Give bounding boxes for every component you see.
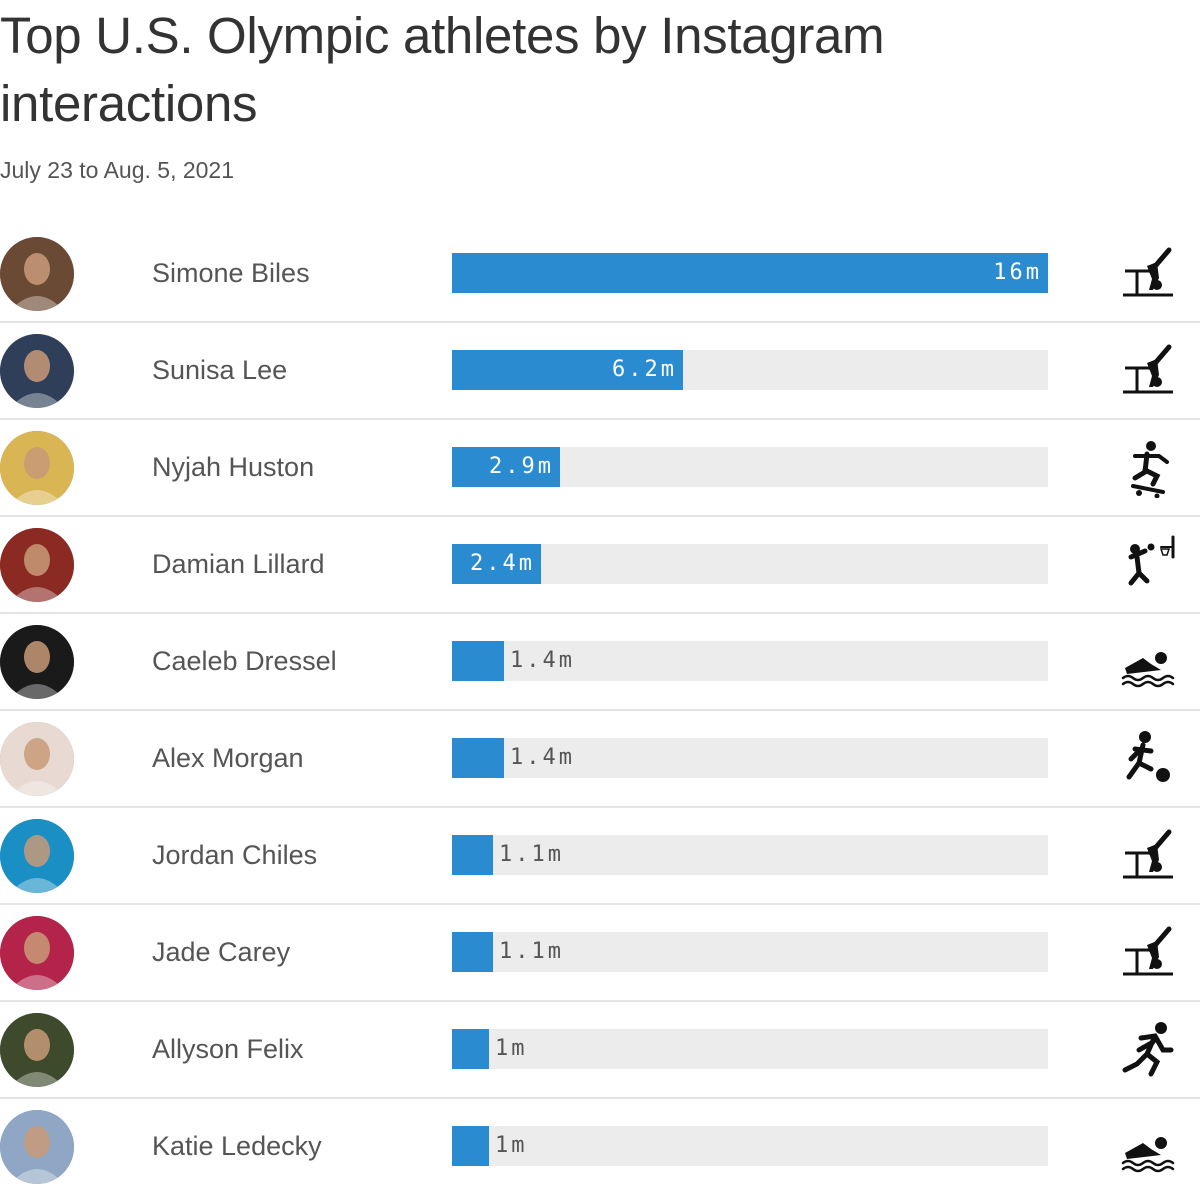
bar-row: Jade Carey 1.1m: [0, 905, 1200, 1002]
gymnastics-icon: [1117, 923, 1179, 983]
bar-row: Nyjah Huston 2.9m: [0, 420, 1200, 517]
athlete-name: Jordan Chiles: [152, 840, 318, 870]
athlete-avatar: [0, 916, 74, 990]
bar-value-label: 16m: [993, 260, 1042, 285]
bar-track: 1.4m: [452, 738, 1048, 778]
bar-track: 1.1m: [452, 932, 1048, 972]
bar: [452, 350, 683, 390]
athlete-name: Allyson Felix: [152, 1034, 304, 1064]
bar-track: 1m: [452, 1029, 1048, 1069]
gymnastics-icon: [1117, 341, 1179, 401]
bar-row: Caeleb Dressel 1.4m: [0, 614, 1200, 711]
bar: [452, 447, 560, 487]
gymnastics-icon: [1117, 826, 1179, 886]
athlete-avatar: [0, 237, 74, 311]
athlete-name: Jade Carey: [152, 937, 291, 967]
bar-row: Katie Ledecky 1m: [0, 1099, 1200, 1194]
athlete-avatar: [0, 431, 74, 505]
basketball-icon: [1117, 535, 1179, 595]
athlete-avatar: [0, 1013, 74, 1087]
bar: [452, 253, 1048, 293]
gymnastics-icon: [1117, 244, 1179, 304]
bar: [452, 738, 504, 778]
bar-value-label: 6.2m: [612, 357, 677, 382]
bar: [452, 1029, 489, 1069]
bar-value-label: 1.4m: [510, 745, 575, 770]
athlete-name: Nyjah Huston: [152, 452, 315, 482]
bar-track: 1.4m: [452, 641, 1048, 681]
athlete-avatar: [0, 722, 74, 796]
athlete-avatar: [0, 819, 74, 893]
bar-row: Simone Biles 16m: [0, 226, 1200, 323]
bar: [452, 544, 541, 584]
bar-track: 16m: [452, 253, 1048, 293]
bar-row: Sunisa Lee 6.2m: [0, 323, 1200, 420]
bar-track: 2.4m: [452, 544, 1048, 584]
bar-track: 6.2m: [452, 350, 1048, 390]
running-icon: [1117, 1020, 1179, 1080]
bar-track: 1m: [452, 1126, 1048, 1166]
bar-value-label: 2.4m: [470, 551, 535, 576]
bar-row: Jordan Chiles 1.1m: [0, 808, 1200, 905]
bar-row: Alex Morgan 1.4m: [0, 711, 1200, 808]
chart-subtitle: July 23 to Aug. 5, 2021: [0, 157, 235, 183]
athlete-avatar: [0, 334, 74, 408]
athlete-name: Alex Morgan: [152, 743, 304, 773]
athlete-avatar: [0, 1110, 74, 1184]
athlete-name: Damian Lillard: [152, 549, 325, 579]
skateboarding-icon: [1117, 438, 1179, 499]
bar-value-label: 1m: [495, 1133, 528, 1158]
bar-chart: Simone Biles 16m Sunisa Lee 6.2m Nyjah Husto…: [0, 226, 1200, 1194]
bar: [452, 835, 493, 875]
bar-value-label: 1.1m: [499, 939, 564, 964]
bar-row: Damian Lillard 2.4m: [0, 517, 1200, 614]
swimming-icon: [1117, 1117, 1179, 1177]
bar: [452, 641, 504, 681]
bar-value-label: 1.4m: [510, 648, 575, 673]
swimming-icon: [1117, 632, 1179, 692]
athlete-name: Sunisa Lee: [152, 355, 288, 385]
bar-value-label: 1.1m: [499, 842, 564, 867]
athlete-avatar: [0, 625, 74, 699]
chart-title: Top U.S. Olympic athletes by Instagram i…: [0, 7, 885, 132]
bar-value-label: 1m: [495, 1036, 528, 1061]
soccer-icon: [1117, 729, 1179, 789]
bar-track: 2.9m: [452, 447, 1048, 487]
bar-row: Allyson Felix 1m: [0, 1002, 1200, 1099]
bar-track: 1.1m: [452, 835, 1048, 875]
bar: [452, 932, 493, 972]
bar: [452, 1126, 489, 1166]
bar-value-label: 2.9m: [489, 454, 554, 479]
athlete-name: Caeleb Dressel: [152, 646, 337, 676]
athlete-name: Simone Biles: [152, 258, 310, 288]
athlete-name: Katie Ledecky: [152, 1131, 322, 1161]
athlete-avatar: [0, 528, 74, 602]
